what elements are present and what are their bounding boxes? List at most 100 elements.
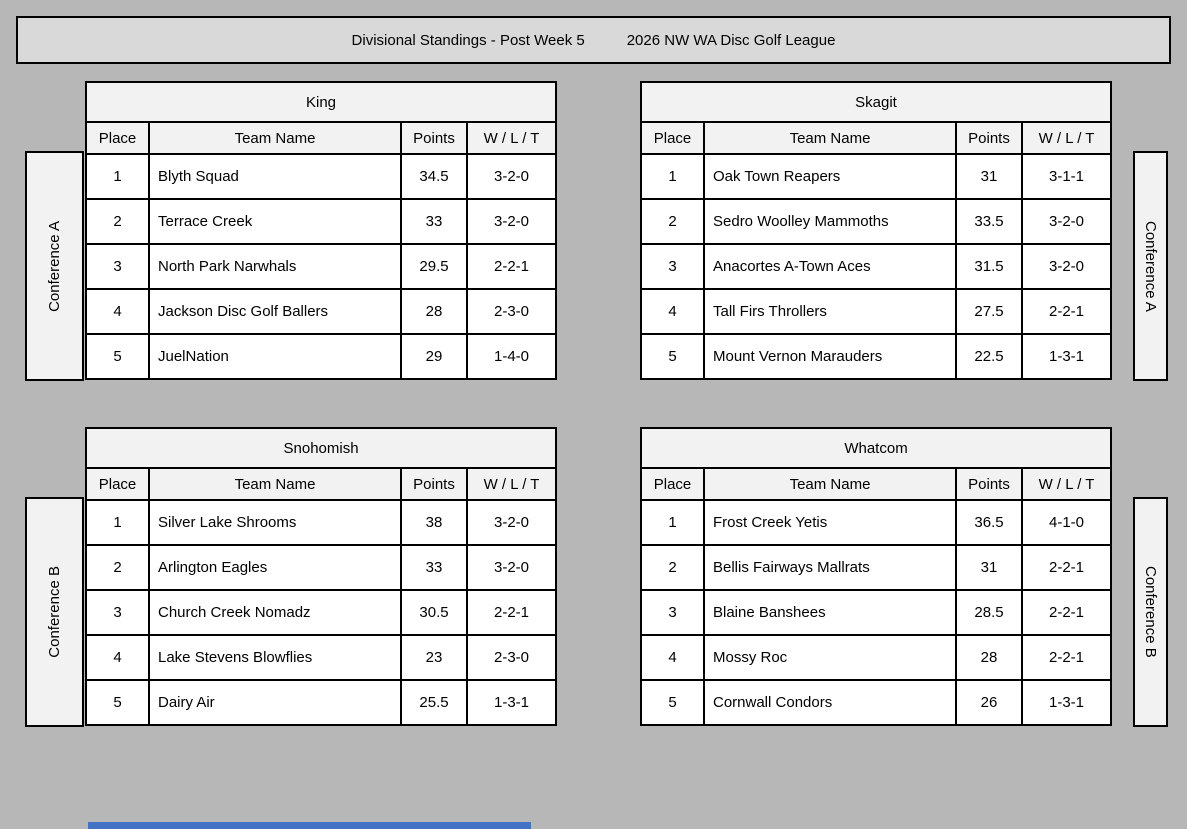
table-row: 5 Mount Vernon Marauders 22.5 1-3-1 xyxy=(640,333,1113,380)
place-cell: 5 xyxy=(640,333,705,380)
wlt-cell: 3-2-0 xyxy=(1020,243,1113,290)
team-cell: Blaine Banshees xyxy=(703,589,957,636)
wlt-cell: 2-2-1 xyxy=(1020,589,1113,636)
place-cell: 3 xyxy=(640,243,705,290)
points-cell: 31 xyxy=(955,544,1023,591)
team-cell: JuelNation xyxy=(148,333,402,380)
conference-a-label-right: Conference A xyxy=(1133,151,1168,381)
table-row: 3 Anacortes A-Town Aces 31.5 3-2-0 xyxy=(640,243,1113,290)
col-header-team-name: Team Name xyxy=(703,121,957,155)
team-cell: Bellis Fairways Mallrats xyxy=(703,544,957,591)
col-header-points: Points xyxy=(955,121,1023,155)
table-row: 4 Lake Stevens Blowflies 23 2-3-0 xyxy=(85,634,558,681)
conference-b-label-text: Conference B xyxy=(46,566,63,658)
conference-b-label-right: Conference B xyxy=(1133,497,1168,727)
points-cell: 31 xyxy=(955,153,1023,200)
team-cell: Tall Firs Throllers xyxy=(703,288,957,335)
wlt-cell: 2-2-1 xyxy=(1020,634,1113,681)
conference-b-label-text: Conference B xyxy=(1142,566,1159,658)
place-cell: 4 xyxy=(640,288,705,335)
col-header-team-name: Team Name xyxy=(148,467,402,501)
division-title: Whatcom xyxy=(639,427,1113,469)
place-cell: 1 xyxy=(640,499,705,546)
col-header-place: Place xyxy=(640,467,705,501)
points-cell: 26 xyxy=(955,679,1023,726)
place-cell: 3 xyxy=(85,243,150,290)
conference-a-label-text: Conference A xyxy=(1142,220,1159,312)
col-header-points: Points xyxy=(400,121,468,155)
points-cell: 29.5 xyxy=(400,243,468,290)
wlt-cell: 4-1-0 xyxy=(1020,499,1113,546)
col-header-wlt: W / L / T xyxy=(465,121,558,155)
bottom-blue-strip xyxy=(88,822,531,829)
team-cell: Arlington Eagles xyxy=(148,544,402,591)
points-cell: 33 xyxy=(400,198,468,245)
points-cell: 29 xyxy=(400,333,468,380)
points-cell: 22.5 xyxy=(955,333,1023,380)
division-table-skagit: Skagit Place Team Name Points W / L / T … xyxy=(639,81,1113,380)
place-cell: 2 xyxy=(640,198,705,245)
points-cell: 36.5 xyxy=(955,499,1023,546)
division-table-snohomish: Snohomish Place Team Name Points W / L /… xyxy=(84,427,558,726)
team-cell: Cornwall Condors xyxy=(703,679,957,726)
wlt-cell: 2-2-1 xyxy=(1020,544,1113,591)
division-table-king: King Place Team Name Points W / L / T 1 … xyxy=(84,81,558,380)
table-row: 2 Terrace Creek 33 3-2-0 xyxy=(85,198,558,245)
place-cell: 1 xyxy=(85,499,150,546)
wlt-cell: 2-2-1 xyxy=(1020,288,1113,335)
place-cell: 3 xyxy=(640,589,705,636)
col-header-place: Place xyxy=(640,121,705,155)
place-cell: 5 xyxy=(85,679,150,726)
points-cell: 34.5 xyxy=(400,153,468,200)
points-cell: 27.5 xyxy=(955,288,1023,335)
points-cell: 28.5 xyxy=(955,589,1023,636)
place-cell: 2 xyxy=(640,544,705,591)
table-row: 2 Bellis Fairways Mallrats 31 2-2-1 xyxy=(640,544,1113,591)
place-cell: 5 xyxy=(85,333,150,380)
team-cell: Oak Town Reapers xyxy=(703,153,957,200)
wlt-cell: 2-2-1 xyxy=(465,243,558,290)
division-title: King xyxy=(84,81,558,123)
wlt-cell: 1-4-0 xyxy=(465,333,558,380)
place-cell: 2 xyxy=(85,198,150,245)
team-cell: Lake Stevens Blowflies xyxy=(148,634,402,681)
division-title: Snohomish xyxy=(84,427,558,469)
table-row: 5 Cornwall Condors 26 1-3-1 xyxy=(640,679,1113,726)
team-cell: Terrace Creek xyxy=(148,198,402,245)
table-row: 5 JuelNation 29 1-4-0 xyxy=(85,333,558,380)
team-cell: Jackson Disc Golf Ballers xyxy=(148,288,402,335)
points-cell: 28 xyxy=(400,288,468,335)
col-header-team-name: Team Name xyxy=(148,121,402,155)
wlt-cell: 3-2-0 xyxy=(465,544,558,591)
points-cell: 33 xyxy=(400,544,468,591)
col-header-wlt: W / L / T xyxy=(465,467,558,501)
team-cell: Anacortes A-Town Aces xyxy=(703,243,957,290)
team-cell: Mossy Roc xyxy=(703,634,957,681)
place-cell: 4 xyxy=(85,634,150,681)
table-row: 1 Frost Creek Yetis 36.5 4-1-0 xyxy=(640,499,1113,546)
col-header-place: Place xyxy=(85,467,150,501)
wlt-cell: 1-3-1 xyxy=(465,679,558,726)
conference-a-label-text: Conference A xyxy=(46,220,63,312)
team-cell: North Park Narwhals xyxy=(148,243,402,290)
col-header-wlt: W / L / T xyxy=(1020,467,1113,501)
place-cell: 1 xyxy=(85,153,150,200)
wlt-cell: 3-1-1 xyxy=(1020,153,1113,200)
title-bar: Divisional Standings - Post Week 5 2026 … xyxy=(16,16,1171,64)
wlt-cell: 3-2-0 xyxy=(1020,198,1113,245)
points-cell: 25.5 xyxy=(400,679,468,726)
place-cell: 2 xyxy=(85,544,150,591)
table-row: 1 Blyth Squad 34.5 3-2-0 xyxy=(85,153,558,200)
place-cell: 3 xyxy=(85,589,150,636)
team-cell: Silver Lake Shrooms xyxy=(148,499,402,546)
col-header-place: Place xyxy=(85,121,150,155)
table-row: 3 North Park Narwhals 29.5 2-2-1 xyxy=(85,243,558,290)
table-row: 1 Silver Lake Shrooms 38 3-2-0 xyxy=(85,499,558,546)
league-title: 2026 NW WA Disc Golf League xyxy=(626,31,836,49)
wlt-cell: 2-3-0 xyxy=(465,634,558,681)
col-header-points: Points xyxy=(400,467,468,501)
points-cell: 33.5 xyxy=(955,198,1023,245)
points-cell: 31.5 xyxy=(955,243,1023,290)
wlt-cell: 2-2-1 xyxy=(465,589,558,636)
conference-a-label-left: Conference A xyxy=(25,151,84,381)
